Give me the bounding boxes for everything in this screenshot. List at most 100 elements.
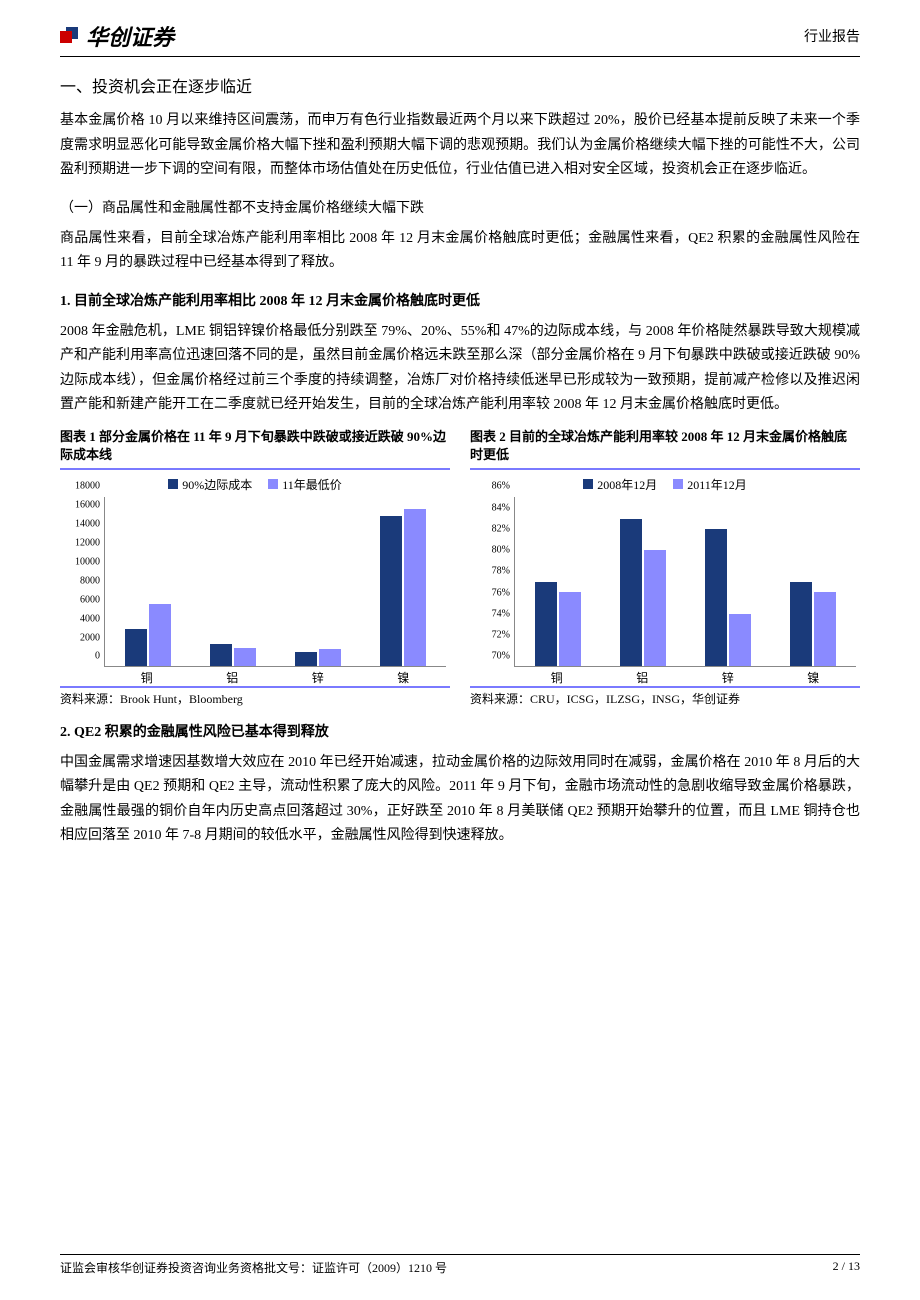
y-tick: 72% [492, 630, 510, 641]
bar [404, 509, 426, 667]
bar-group [686, 497, 771, 666]
y-axis: 70%72%74%76%78%80%82%84%86% [474, 497, 512, 667]
chart-1-title-prefix: 图表 1 [60, 429, 96, 444]
bars-container [104, 497, 446, 667]
report-type: 行业报告 [804, 26, 860, 46]
bar [234, 648, 256, 667]
legend-swatch [583, 479, 593, 489]
bar [380, 516, 402, 666]
x-tick: 铝 [190, 667, 276, 686]
x-axis: 铜铝锌镍 [514, 667, 856, 686]
chart-legend: 90%边际成本 11年最低价 [64, 476, 446, 494]
subsection-para-1: 商品属性来看，目前全球冶炼产能利用率相比 2008 年 12 月末金属价格触底时… [60, 227, 860, 276]
subsection-title-1: （一）商品属性和金融属性都不支持金属价格继续大幅下跌 [60, 197, 860, 217]
company-name: 华创证券 [86, 20, 174, 52]
bar-group [600, 497, 685, 666]
y-tick: 76% [492, 587, 510, 598]
bar [125, 629, 147, 667]
bar [319, 649, 341, 666]
bar [559, 592, 581, 666]
bar [644, 550, 666, 666]
chart-2-source: 资料来源：CRU，ICSG，ILZSG，INSG，华创证券 [470, 690, 860, 707]
bar [210, 644, 232, 667]
x-tick: 铝 [600, 667, 686, 686]
y-tick: 12000 [75, 538, 100, 549]
bold-para-1: 2008 年金融危机，LME 铜铝锌镍价格最低分别跌至 79%、20%、55%和… [60, 320, 860, 418]
legend-item: 90%边际成本 [168, 476, 252, 493]
bold-para-2: 中国金属需求增速因基数增大效应在 2010 年已经开始减速，拉动金属价格的边际效… [60, 751, 860, 849]
y-axis: 0200040006000800010000120001400016000180… [64, 497, 102, 667]
y-tick: 78% [492, 566, 510, 577]
logo-icon [60, 27, 80, 45]
chart-1: 图表 1 部分金属价格在 11 年 9 月下旬暴跌中跌破或接近跌破 90%边际成… [60, 428, 450, 707]
section-title-1: 一、投资机会正在逐步临近 [60, 73, 860, 97]
bar-group [190, 497, 275, 666]
y-tick: 70% [492, 651, 510, 662]
legend-swatch [268, 479, 278, 489]
chart-2-body: 2008年12月2011年12月70%72%74%76%78%80%82%84%… [470, 468, 860, 688]
y-tick: 82% [492, 523, 510, 534]
chart-1-body: 90%边际成本11年最低价020004000600080001000012000… [60, 468, 450, 688]
y-tick: 2000 [80, 632, 100, 643]
y-tick: 74% [492, 608, 510, 619]
legend-label: 2008年12月 [597, 476, 657, 493]
y-tick: 0 [95, 651, 100, 662]
bar [729, 614, 751, 667]
chart-1-title: 图表 1 部分金属价格在 11 年 9 月下旬暴跌中跌破或接近跌破 90%边际成… [60, 428, 450, 464]
bar [295, 652, 317, 666]
legend-label: 90%边际成本 [182, 476, 252, 493]
page: 华创证券 行业报告 一、投资机会正在逐步临近 基本金属价格 10 月以来维持区间… [0, 0, 920, 1300]
bar [814, 592, 836, 666]
para-1: 基本金属价格 10 月以来维持区间震荡，而申万有色行业指数最近两个月以来下跌超过… [60, 109, 860, 183]
chart-2-title-prefix: 图表 2 [470, 429, 506, 444]
bar-group [515, 497, 600, 666]
bar-group [361, 497, 446, 666]
bar [620, 519, 642, 667]
x-tick: 锌 [275, 667, 361, 686]
x-tick: 锌 [685, 667, 771, 686]
legend-item: 11年最低价 [268, 476, 342, 493]
y-tick: 86% [492, 481, 510, 492]
x-tick: 镍 [361, 667, 447, 686]
chart-2: 图表 2 目前的全球冶炼产能利用率较 2008 年 12 月末金属价格触底时更低… [470, 428, 860, 707]
x-axis: 铜铝锌镍 [104, 667, 446, 686]
y-tick: 8000 [80, 575, 100, 586]
chart-legend: 2008年12月 2011年12月 [474, 476, 856, 494]
y-tick: 84% [492, 502, 510, 513]
bars-container [514, 497, 856, 667]
company-logo: 华创证券 [60, 20, 174, 52]
charts-row: 图表 1 部分金属价格在 11 年 9 月下旬暴跌中跌破或接近跌破 90%边际成… [60, 428, 860, 707]
footer-page-number: 2 / 13 [833, 1259, 860, 1276]
legend-item: 2011年12月 [673, 476, 747, 493]
plot-area: 0200040006000800010000120001400016000180… [104, 497, 446, 667]
bar [705, 529, 727, 666]
bar-group [276, 497, 361, 666]
x-tick: 铜 [514, 667, 600, 686]
y-tick: 80% [492, 545, 510, 556]
chart-2-title-text: 目前的全球冶炼产能利用率较 2008 年 12 月末金属价格触底时更低 [470, 429, 847, 462]
bar [535, 582, 557, 667]
chart-2-title: 图表 2 目前的全球冶炼产能利用率较 2008 年 12 月末金属价格触底时更低 [470, 428, 860, 464]
legend-swatch [673, 479, 683, 489]
bar-group [771, 497, 856, 666]
legend-swatch [168, 479, 178, 489]
y-tick: 10000 [75, 556, 100, 567]
y-tick: 14000 [75, 519, 100, 530]
x-tick: 铜 [104, 667, 190, 686]
footer-left: 证监会审核华创证券投资咨询业务资格批文号：证监许可（2009）1210 号 [60, 1259, 447, 1276]
legend-item: 2008年12月 [583, 476, 657, 493]
y-tick: 4000 [80, 613, 100, 624]
bold-title-1: 1. 目前全球冶炼产能利用率相比 2008 年 12 月末金属价格触底时更低 [60, 290, 860, 310]
plot-area: 70%72%74%76%78%80%82%84%86% [514, 497, 856, 667]
chart-1-title-text: 部分金属价格在 11 年 9 月下旬暴跌中跌破或接近跌破 90%边际成本线 [60, 429, 446, 462]
y-tick: 18000 [75, 481, 100, 492]
bold-title-2: 2. QE2 积累的金融属性风险已基本得到释放 [60, 721, 860, 741]
page-header: 华创证券 行业报告 [60, 20, 860, 57]
page-footer: 证监会审核华创证券投资咨询业务资格批文号：证监许可（2009）1210 号 2 … [60, 1254, 860, 1276]
x-tick: 镍 [771, 667, 857, 686]
chart-1-source: 资料来源：Brook Hunt，Bloomberg [60, 690, 450, 707]
y-tick: 6000 [80, 594, 100, 605]
bar-group [105, 497, 190, 666]
bar [790, 582, 812, 667]
bar [149, 604, 171, 666]
